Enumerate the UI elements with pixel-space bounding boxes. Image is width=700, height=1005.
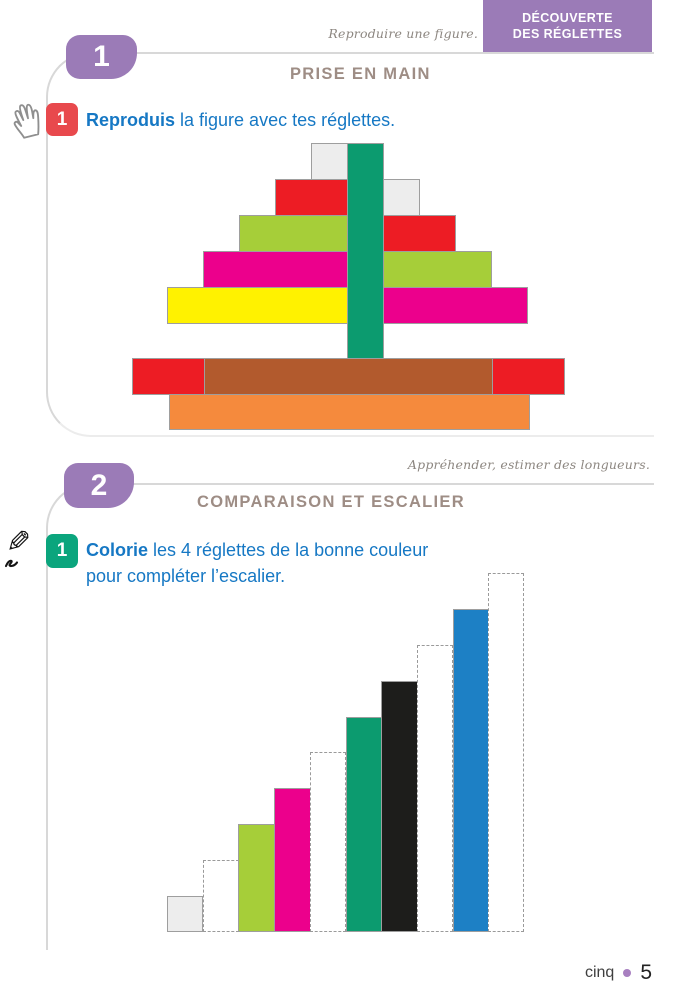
exercise2-keyword: Colorie [86,540,149,560]
hand-icon [2,92,53,149]
page-number-word: cinq [584,964,615,981]
section1-card [46,52,654,437]
stair-8-slot-brown[interactable] [417,645,453,932]
rod-orange-10-base [169,394,530,430]
exercise1-text-rest: la figure avec tes réglettes. [175,110,396,130]
exercise1-instruction: Reproduis la figure avec tes réglettes. [86,107,395,133]
rod-red-2-base-right [492,358,565,395]
rod-magenta-4-right [383,287,528,324]
stair-9-blue [453,609,489,932]
stair-6-darkgreen [346,717,383,932]
exercise2-instruction: Colorie les 4 réglettes de la bonne coul… [86,537,428,589]
rod-brown-8-base [204,358,493,395]
stair-7-black [381,681,418,932]
skill-annotation-2: Appréhender, estimer des longueurs. [407,457,650,472]
rod-magenta-4-left [203,251,348,288]
page-number-dot [623,969,632,977]
rod-red-2-left [275,179,348,216]
section2-card [46,483,654,950]
rod-red-2-right [383,215,456,252]
page-footer: cinq 5 [0,961,652,985]
exercise1-keyword: Reproduis [86,110,176,130]
section2-number-badge: 2 [64,463,134,508]
stair-1-white [167,896,203,932]
exercise1-number: 1 [46,103,78,136]
skill-annotation-1: Reproduire une figure. [328,26,478,41]
section2-title: COMPARAISON ET ESCALIER [197,493,465,511]
rod-lightgreen-3-right [383,251,492,288]
section1-number-badge: 1 [66,35,137,79]
stair-2-slot-red[interactable] [203,860,239,932]
stair-3-lightgreen [238,824,275,932]
rod-green-6-vertical [347,143,384,359]
stair-5-slot-yellow[interactable] [310,752,346,932]
rod-red-2-base-left [132,358,205,395]
pencil-icon: ✎ [4,525,31,568]
exercise2-text-rest: les 4 réglettes de la bonne couleur [148,540,429,560]
rod-yellow-5-left [167,287,348,324]
stair-10-slot-orange[interactable] [488,573,524,932]
page-number: 5 [640,961,652,984]
chapter-badge-line1: DÉCOUVERTE [522,11,613,25]
exercise2-text-line2: pour compléter l’escalier. [86,566,286,586]
exercise2-number: 1 [46,534,78,568]
chapter-badge-line2: DES RÉGLETTES [512,27,623,41]
rod-lightgreen-3-left [239,215,348,252]
section1-title: PRISE EN MAIN [290,65,431,83]
chapter-badge: DÉCOUVERTE DES RÉGLETTES [483,0,652,52]
stair-4-magenta [274,788,311,932]
